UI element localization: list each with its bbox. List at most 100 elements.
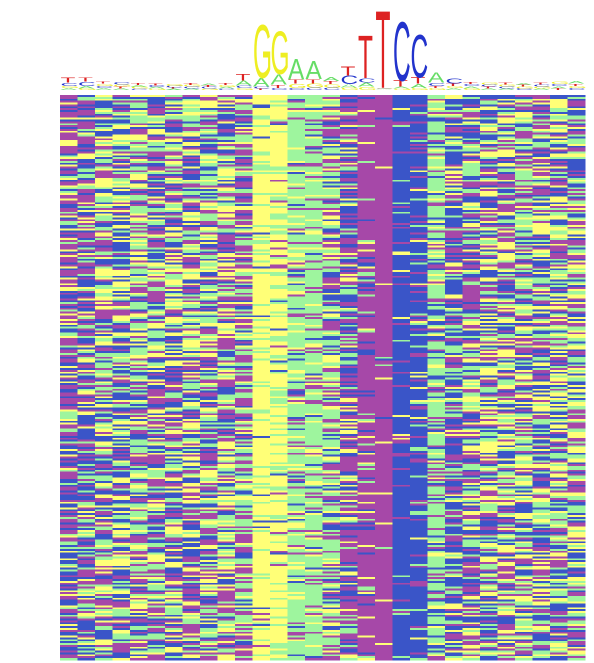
heatmap-cell [305, 309, 323, 313]
heatmap-cell [532, 111, 551, 115]
heatmap-cell [147, 354, 166, 358]
heatmap-cell [480, 298, 498, 301]
heatmap-cell [357, 401, 376, 405]
heatmap-cell [550, 319, 568, 322]
heatmap-cell [235, 234, 253, 237]
heatmap-cell [147, 202, 166, 205]
heatmap-cell [340, 300, 358, 303]
heatmap-cell [462, 215, 481, 218]
heatmap-cell [252, 275, 271, 279]
heatmap-cell [480, 330, 498, 333]
heatmap-cell [550, 196, 568, 200]
heatmap-cell [252, 336, 271, 339]
heatmap-cell [270, 309, 288, 313]
heatmap-cell [130, 168, 148, 171]
heatmap-cell [130, 343, 148, 346]
heatmap-cell [480, 200, 498, 203]
heatmap-cell [445, 317, 463, 320]
heatmap-cell [410, 198, 428, 201]
heatmap-cell [217, 191, 236, 194]
heatmap-cell [252, 396, 271, 399]
heatmap-cell [480, 100, 498, 104]
heatmap-cell [497, 174, 516, 177]
heatmap-cell [480, 230, 498, 233]
heatmap-cell [60, 396, 78, 399]
heatmap-cell [567, 366, 586, 369]
heatmap-cell [182, 362, 201, 365]
heatmap-cell [147, 287, 166, 290]
heatmap-cell [392, 375, 411, 378]
heatmap-cell [480, 132, 498, 136]
heatmap-cell [567, 134, 586, 137]
heatmap-cell [410, 249, 428, 252]
heatmap-cell [95, 385, 113, 388]
heatmap-cell [322, 241, 341, 245]
heatmap-cell [480, 304, 498, 307]
heatmap-cell [392, 113, 411, 117]
heatmap-cell [235, 315, 253, 318]
heatmap-cell [427, 315, 446, 318]
heatmap-cell [77, 386, 96, 390]
heatmap-cell [235, 292, 253, 296]
heatmap-cell [375, 366, 393, 369]
heatmap-cell [550, 292, 568, 296]
heatmap-cell [252, 211, 271, 215]
heatmap-cell [445, 213, 463, 217]
heatmap-cell [60, 251, 78, 254]
heatmap-cell [112, 247, 131, 250]
heatmap-cell [165, 292, 183, 296]
heatmap-cell [567, 206, 586, 209]
heatmap-cell [77, 305, 96, 309]
heatmap-cell [165, 113, 183, 117]
heatmap-cell [95, 125, 113, 128]
heatmap-cell [165, 232, 183, 235]
heatmap-cell [112, 223, 131, 226]
heatmap-cell [410, 170, 428, 173]
heatmap-cell [200, 337, 218, 341]
heatmap-cell [497, 251, 516, 254]
heatmap-cell [532, 354, 551, 358]
heatmap-cell [322, 383, 341, 386]
heatmap-cell [515, 247, 533, 250]
heatmap-cell [252, 238, 271, 241]
heatmap-cell [445, 215, 463, 218]
heatmap-cell [515, 375, 533, 378]
heatmap-cell [532, 371, 551, 375]
heatmap-cell [252, 349, 271, 352]
heatmap-cell [462, 174, 481, 177]
heatmap-cell [305, 102, 323, 105]
heatmap-cell [462, 240, 481, 243]
heatmap-cell [375, 281, 393, 284]
heatmap-cell [340, 208, 358, 211]
heatmap-cell [515, 251, 533, 254]
heatmap-cell [77, 125, 96, 128]
heatmap-cell [410, 98, 428, 102]
heatmap-cell [270, 383, 288, 386]
heatmap-cell [567, 245, 586, 249]
heatmap-cell [480, 121, 498, 124]
heatmap-cell [112, 147, 131, 151]
heatmap-cell [532, 285, 551, 288]
heatmap-cell [252, 215, 271, 218]
heatmap-cell [567, 328, 586, 331]
heatmap-cell [480, 260, 498, 264]
heatmap-cell [497, 204, 516, 207]
heatmap-cell [182, 262, 201, 265]
heatmap-cell [305, 115, 323, 119]
heatmap-cell [287, 251, 306, 254]
heatmap-cell [217, 240, 236, 243]
heatmap-cell [270, 273, 288, 277]
heatmap-cell [287, 341, 306, 345]
heatmap-cell [200, 108, 218, 111]
heatmap-cell [235, 251, 253, 254]
heatmap-cell [322, 258, 341, 262]
heatmap-cell [200, 285, 218, 288]
heatmap-cell [445, 347, 463, 350]
heatmap-cell [60, 249, 78, 252]
heatmap-cell [322, 102, 341, 105]
heatmap-cell [567, 290, 586, 294]
heatmap-cell [567, 364, 586, 367]
heatmap-cell [532, 221, 551, 224]
heatmap-cell [322, 288, 341, 292]
heatmap-cell [182, 236, 201, 239]
